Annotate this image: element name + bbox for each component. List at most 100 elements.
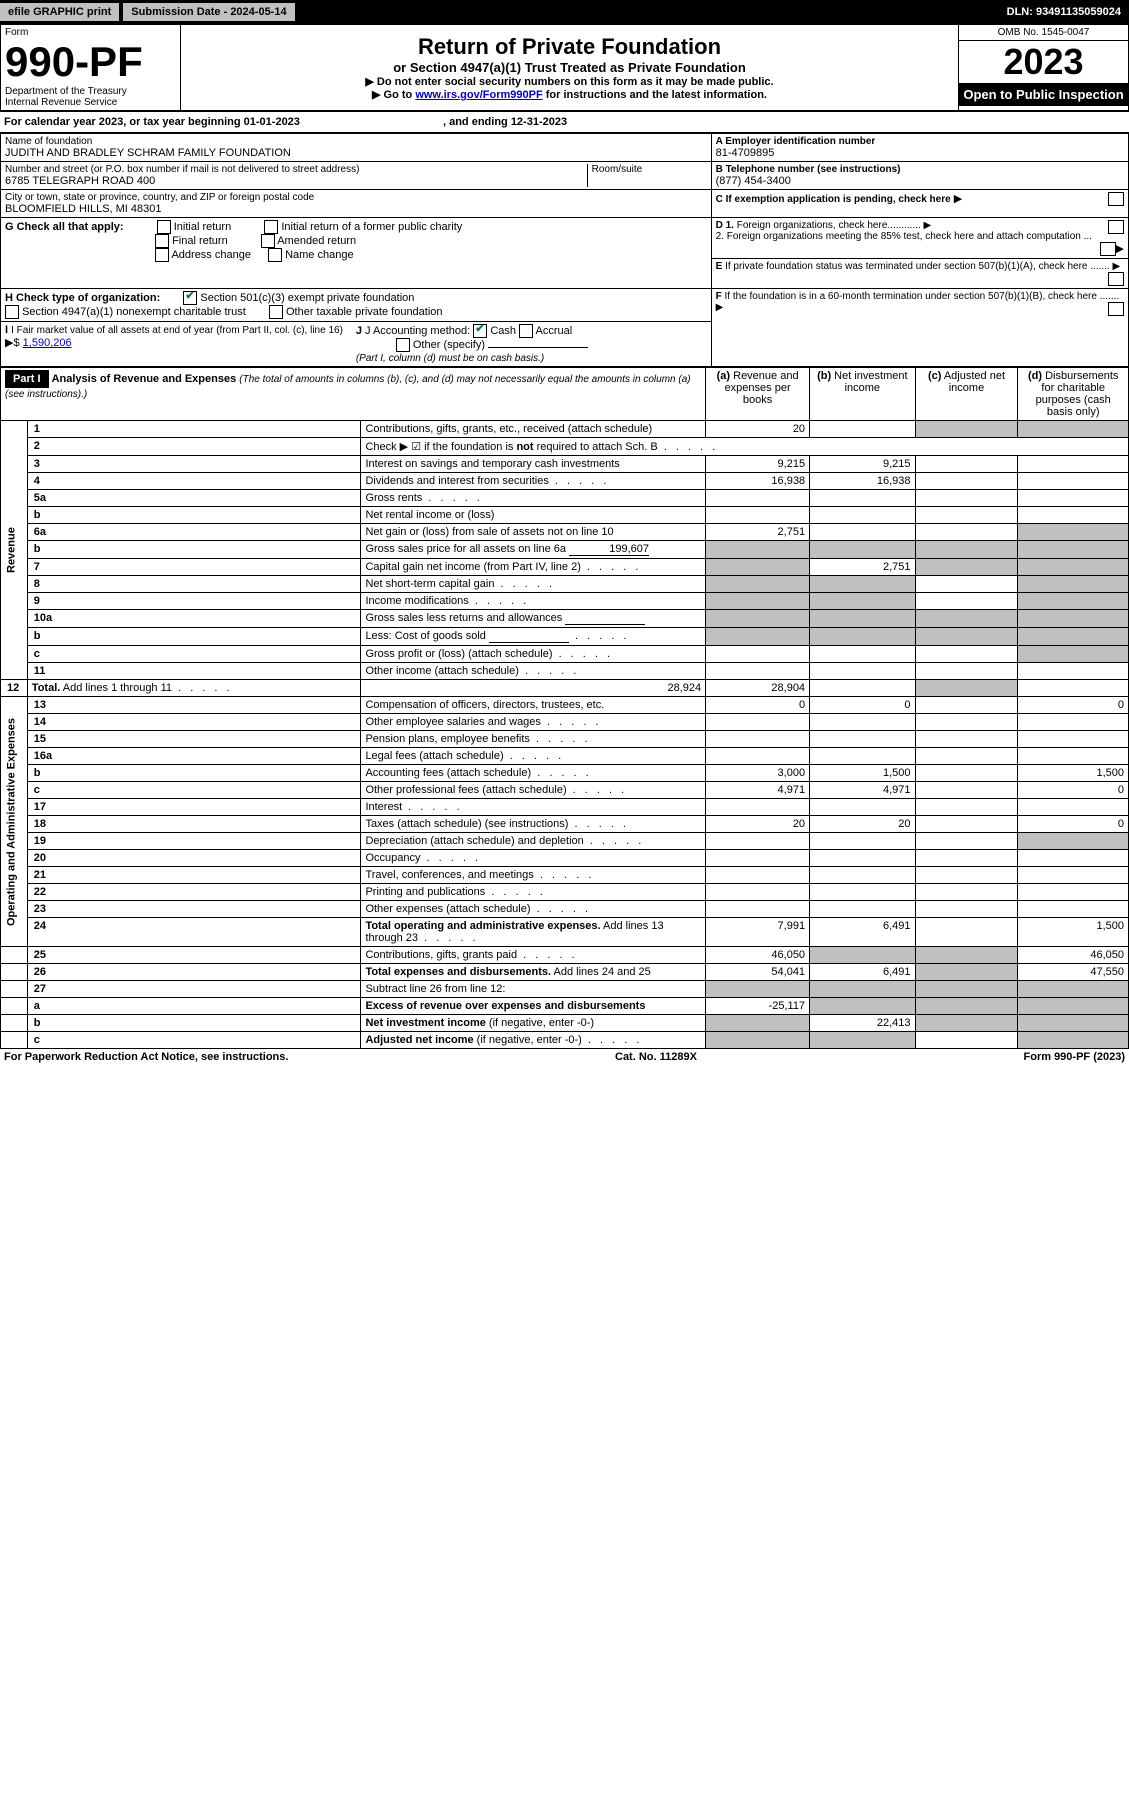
g-section: G Check all that apply: Initial return I… — [5, 220, 707, 262]
amount-cell — [810, 593, 915, 610]
line-number: 27 — [27, 981, 361, 998]
efile-label[interactable]: efile GRAPHIC print — [0, 3, 119, 21]
line-description: Net short-term capital gain . . . . . — [361, 576, 706, 593]
ein-value: 81-4709895 — [716, 147, 1124, 159]
submission-date: Submission Date - 2024-05-14 — [123, 3, 294, 21]
final-return-check[interactable] — [155, 234, 169, 248]
table-row: 6aNet gain or (loss) from sale of assets… — [1, 524, 1129, 541]
amount-cell: 0 — [1018, 816, 1129, 833]
4947-check[interactable] — [5, 305, 19, 319]
e-checkbox[interactable] — [1108, 272, 1124, 286]
table-row: 9Income modifications . . . . . — [1, 593, 1129, 610]
line-description: Adjusted net income (if negative, enter … — [361, 1032, 706, 1049]
line-number: 10a — [27, 610, 361, 628]
col-b-header: (b) Net investment income — [810, 368, 915, 421]
address-change-check[interactable] — [155, 248, 169, 262]
line-number: 11 — [27, 663, 361, 680]
name-change-check[interactable] — [268, 248, 282, 262]
d1-checkbox[interactable] — [1108, 220, 1124, 234]
amount-cell: 54,041 — [706, 964, 810, 981]
amount-cell — [1018, 850, 1129, 867]
table-row: 25Contributions, gifts, grants paid . . … — [1, 947, 1129, 964]
line-description: Subtract line 26 from line 12: — [361, 981, 706, 998]
table-row: bLess: Cost of goods sold . . . . . — [1, 628, 1129, 646]
line-description: Interest . . . . . — [361, 799, 706, 816]
amount-cell: 2,751 — [810, 559, 915, 576]
line-number: b — [27, 1015, 361, 1032]
line-number: 26 — [27, 964, 361, 981]
initial-return-check[interactable] — [157, 220, 171, 234]
form-title: Return of Private Foundation — [185, 34, 954, 60]
line-description: Contributions, gifts, grants paid . . . … — [361, 947, 706, 964]
cash-check[interactable] — [473, 324, 487, 338]
amount-cell — [1018, 833, 1129, 850]
amount-cell — [915, 998, 1018, 1015]
amount-cell — [810, 490, 915, 507]
amount-cell — [1018, 421, 1129, 438]
col-d-header: (d) Disbursements for charitable purpose… — [1018, 368, 1129, 421]
addr-label: Number and street (or P.O. box number if… — [5, 164, 587, 175]
amount-cell — [1018, 748, 1129, 765]
room-label: Room/suite — [592, 164, 707, 175]
amount-cell — [915, 697, 1018, 714]
form-note1: ▶ Do not enter social security numbers o… — [185, 75, 954, 88]
amended-return-check[interactable] — [261, 234, 275, 248]
amount-cell — [915, 610, 1018, 628]
table-row: 18Taxes (attach schedule) (see instructi… — [1, 816, 1129, 833]
line-number: 6a — [27, 524, 361, 541]
table-row: bGross sales price for all assets on lin… — [1, 541, 1129, 559]
footer-left: For Paperwork Reduction Act Notice, see … — [4, 1051, 288, 1063]
amount-cell: 6,491 — [810, 964, 915, 981]
footer-right: Form 990-PF (2023) — [1024, 1051, 1126, 1063]
address: 6785 TELEGRAPH ROAD 400 — [5, 175, 587, 187]
other-method-check[interactable] — [396, 338, 410, 352]
line-number: 18 — [27, 816, 361, 833]
line-number: b — [27, 628, 361, 646]
line-number: 13 — [27, 697, 361, 714]
line-number: c — [27, 646, 361, 663]
footer-mid: Cat. No. 11289X — [615, 1051, 697, 1063]
c-checkbox[interactable] — [1108, 192, 1124, 206]
irs-link[interactable]: www.irs.gov/Form990PF — [415, 89, 542, 101]
foundation-name: JUDITH AND BRADLEY SCHRAM FAMILY FOUNDAT… — [5, 147, 707, 159]
amount-cell — [1018, 576, 1129, 593]
d2-checkbox[interactable] — [1100, 242, 1116, 256]
line-number: 23 — [27, 901, 361, 918]
line-number: 3 — [27, 456, 361, 473]
amount-cell — [706, 663, 810, 680]
amount-cell: 16,938 — [810, 473, 915, 490]
initial-former-check[interactable] — [264, 220, 278, 234]
amount-cell — [915, 1015, 1018, 1032]
501c3-check[interactable] — [183, 291, 197, 305]
table-row: 21Travel, conferences, and meetings . . … — [1, 867, 1129, 884]
amount-cell: 46,050 — [1018, 947, 1129, 964]
d1-label: D 1. Foreign organizations, check here..… — [716, 220, 1124, 231]
amount-cell — [706, 610, 810, 628]
amount-cell — [810, 799, 915, 816]
other-taxable-check[interactable] — [269, 305, 283, 319]
table-row: 19Depreciation (attach schedule) and dep… — [1, 833, 1129, 850]
line-description: Gross profit or (loss) (attach schedule)… — [361, 646, 706, 663]
amount-cell — [915, 748, 1018, 765]
amount-cell — [1018, 490, 1129, 507]
line-number: 20 — [27, 850, 361, 867]
fmv-link[interactable]: 1,590,206 — [23, 337, 72, 349]
table-row: bNet rental income or (loss) — [1, 507, 1129, 524]
amount-cell: 20 — [706, 816, 810, 833]
table-row: cOther professional fees (attach schedul… — [1, 782, 1129, 799]
line-description: Dividends and interest from securities .… — [361, 473, 706, 490]
line-number: 14 — [27, 714, 361, 731]
accrual-check[interactable] — [519, 324, 533, 338]
amount-cell — [915, 918, 1018, 947]
amount-cell — [1018, 456, 1129, 473]
line-number: 15 — [27, 731, 361, 748]
part1-label: Part I — [5, 370, 49, 388]
amount-cell — [915, 714, 1018, 731]
f-checkbox[interactable] — [1108, 302, 1124, 316]
line-number: 24 — [27, 918, 361, 947]
amount-cell — [915, 782, 1018, 799]
amount-cell — [706, 901, 810, 918]
table-row: 26Total expenses and disbursements. Add … — [1, 964, 1129, 981]
irs-label: Internal Revenue Service — [5, 97, 176, 108]
amount-cell — [810, 981, 915, 998]
